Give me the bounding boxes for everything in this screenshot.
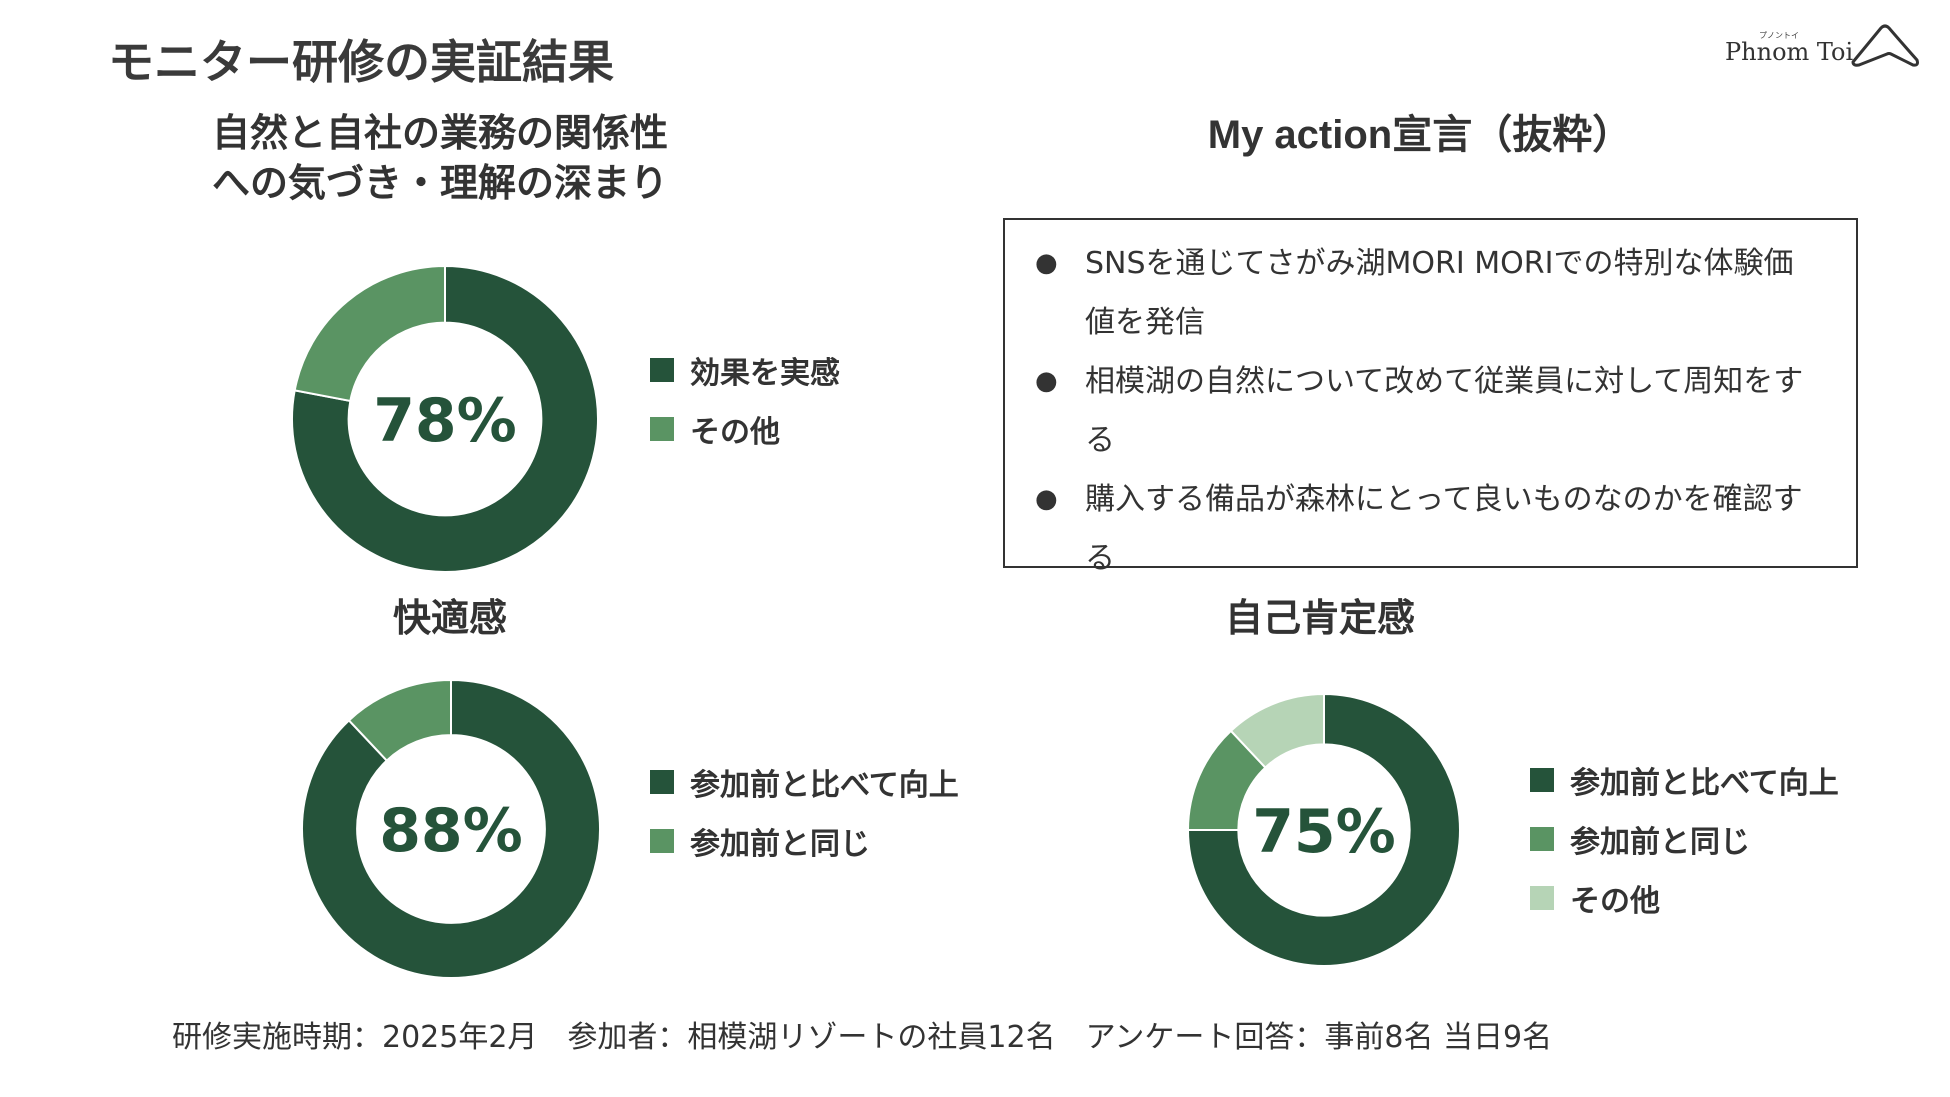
legend-swatch <box>650 357 674 382</box>
action-item: ● 相模湖の自然について改めて従業員に対して周知をする <box>1035 352 1836 470</box>
donut-center-label: 75% <box>1252 797 1396 867</box>
legend-item: 参加前と同じ <box>1530 809 1839 868</box>
bullet-icon: ● <box>1035 248 1058 278</box>
action-item: ● SNSを通じてさがみ湖MORI MORIでの特別な体験価値を発信 <box>1035 234 1836 352</box>
chart-title-relationship: 自然と自社の業務の関係性 への気づき・理解の深まり <box>180 108 700 208</box>
legend-label: 参加前と同じ <box>1570 824 1750 860</box>
legend-swatch <box>1530 885 1554 910</box>
legend-label: その他 <box>690 414 780 450</box>
action-text: SNSを通じてさがみ湖MORI MORIでの特別な体験価値を発信 <box>1085 246 1794 340</box>
legend-swatch <box>650 769 674 794</box>
legend-item: その他 <box>1530 868 1839 927</box>
legend-item: 効果を実感 <box>650 340 840 399</box>
chart-title-self-esteem: 自己肯定感 <box>1224 596 1415 640</box>
logo-ruby: プノントイ <box>1759 31 1799 40</box>
legend-swatch <box>650 828 674 853</box>
donut-slice-0 <box>291 264 599 573</box>
legend-swatch <box>1530 826 1554 851</box>
donut-slice-2 <box>1229 692 1325 769</box>
legend-label: 参加前と比べて向上 <box>690 767 959 803</box>
legend-swatch <box>650 416 674 441</box>
donut-slice-1 <box>347 678 452 762</box>
my-action-box: ● SNSを通じてさがみ湖MORI MORIでの特別な体験価値を発信 ● 相模湖… <box>1003 218 1858 576</box>
donut-chart-comfort: 88% <box>301 678 601 979</box>
bullet-icon: ● <box>1035 484 1058 514</box>
donut-center-label: 88% <box>379 796 523 866</box>
mountain-icon <box>1851 24 1919 67</box>
legend-item: 参加前と同じ <box>650 811 959 870</box>
donut-slice-0 <box>301 678 601 979</box>
legend-swatch <box>1530 767 1554 792</box>
legend-label: 参加前と比べて向上 <box>1570 765 1839 801</box>
donut-slice-1 <box>293 264 446 403</box>
chart-title-relationship-line2: への気づき・理解の深まり <box>211 161 668 205</box>
donut-slice-0 <box>1186 692 1461 967</box>
legend-comfort: 参加前と比べて向上 参加前と同じ <box>650 752 959 870</box>
action-item: ● 購入する備品が森林にとって良いものなのかを確認する <box>1035 470 1836 588</box>
legend-item: 参加前と比べて向上 <box>1530 750 1839 809</box>
my-action-title: My action宣言（抜粋） <box>1207 113 1633 157</box>
logo-text: Phnom Toi <box>1725 38 1854 66</box>
legend-label: その他 <box>1570 883 1660 919</box>
action-text: 購入する備品が森林にとって良いものなのかを確認する <box>1085 482 1803 576</box>
donut-chart-relationship: 78% <box>291 264 599 573</box>
bullet-icon: ● <box>1035 366 1058 396</box>
legend-label: 効果を実感 <box>690 355 840 391</box>
legend-relationship: 効果を実感 その他 <box>650 340 840 458</box>
legend-item: 参加前と比べて向上 <box>650 752 959 811</box>
chart-title-relationship-line1: 自然と自社の業務の関係性 <box>211 111 668 155</box>
footer-note: 研修実施時期：2025年2月 参加者：相模湖リゾートの社員12名 アンケート回答… <box>172 1020 1553 1055</box>
legend-label: 参加前と同じ <box>690 826 870 862</box>
chart-title-comfort: 快適感 <box>392 596 507 640</box>
action-text: 相模湖の自然について改めて従業員に対して周知をする <box>1085 364 1804 458</box>
legend-item: その他 <box>650 399 840 458</box>
donut-chart-self-esteem: 75% <box>1186 692 1461 967</box>
brand-logo: プノントイ Phnom Toi <box>1725 24 1925 74</box>
legend-self-esteem: 参加前と比べて向上 参加前と同じ その他 <box>1530 750 1839 927</box>
donut-center-label: 78% <box>373 386 517 456</box>
page-title: モニター研修の実証結果 <box>108 35 614 89</box>
